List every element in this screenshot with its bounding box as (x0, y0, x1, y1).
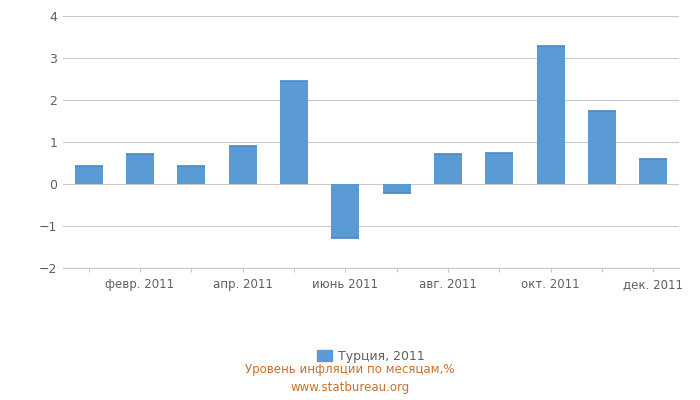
Bar (434, 154, 462, 184)
Text: www.statbureau.org: www.statbureau.org (290, 382, 410, 394)
Bar (280, 81, 308, 184)
Text: Уровень инфляции по месяцам,%: Уровень инфляции по месяцам,% (245, 364, 455, 376)
Bar (177, 166, 206, 184)
Legend: Турция, 2011: Турция, 2011 (312, 345, 430, 368)
Bar (228, 146, 257, 184)
Bar (74, 166, 103, 184)
Bar (485, 152, 513, 184)
Bar (382, 184, 411, 193)
Bar (331, 184, 360, 238)
Bar (588, 111, 616, 184)
Bar (536, 46, 565, 184)
Bar (639, 159, 667, 184)
Bar (126, 154, 154, 184)
